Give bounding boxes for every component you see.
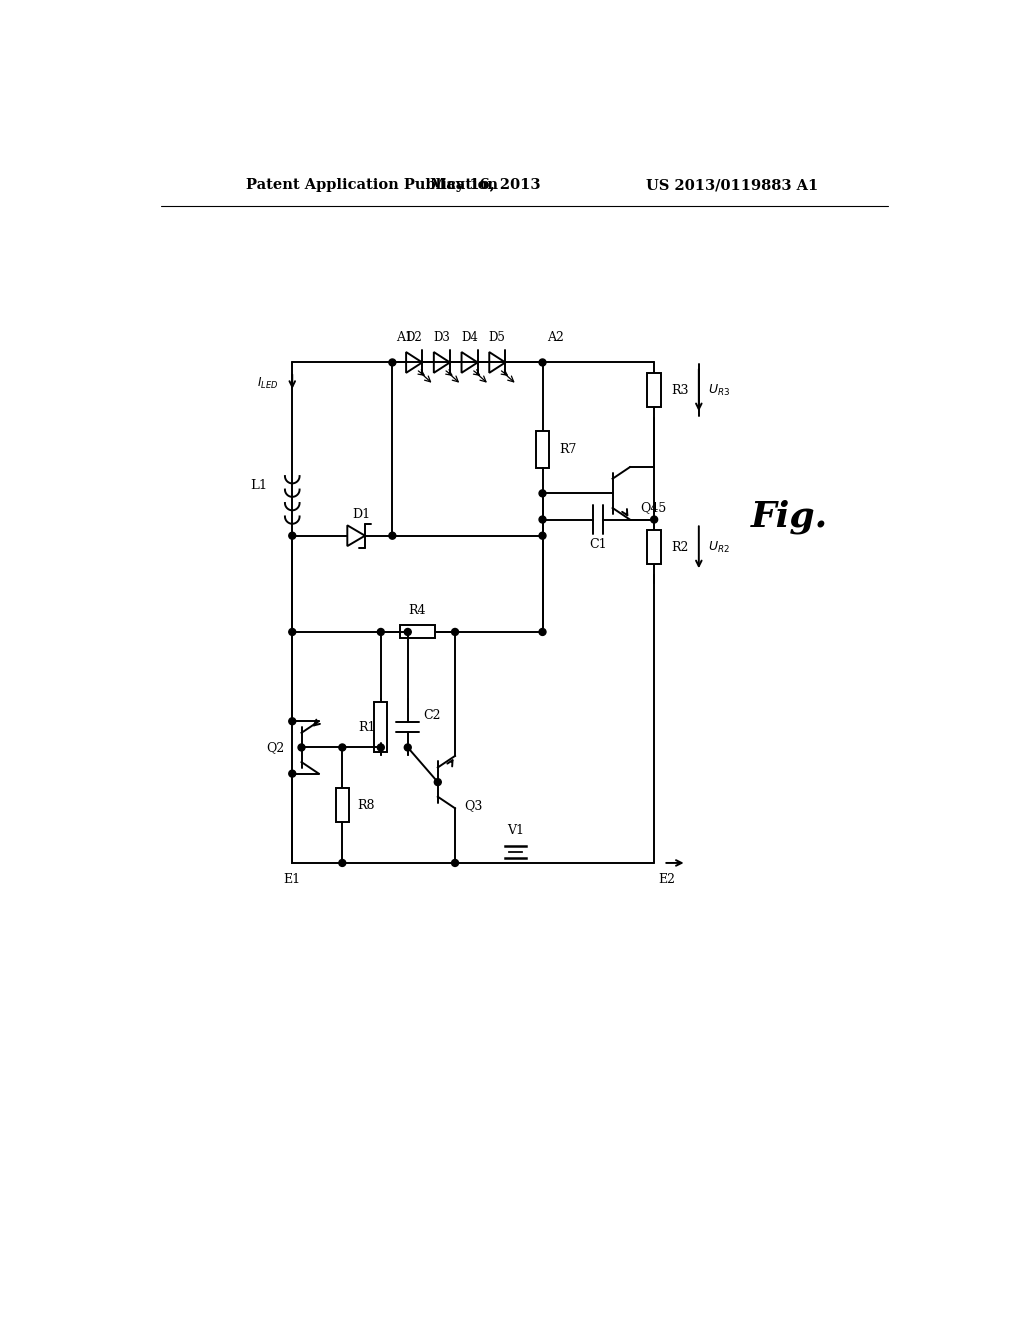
Bar xyxy=(647,374,662,407)
Text: Fig.: Fig. xyxy=(751,499,827,533)
Circle shape xyxy=(339,744,346,751)
Circle shape xyxy=(339,859,346,866)
Circle shape xyxy=(378,744,384,751)
Bar xyxy=(399,626,435,639)
Bar xyxy=(647,531,662,564)
Text: $U_{R3}$: $U_{R3}$ xyxy=(708,383,730,397)
Circle shape xyxy=(539,628,546,635)
Text: R7: R7 xyxy=(559,442,577,455)
Text: E1: E1 xyxy=(284,874,301,887)
Circle shape xyxy=(389,359,396,366)
Text: Q2: Q2 xyxy=(266,741,285,754)
Text: Patent Application Publication: Patent Application Publication xyxy=(246,178,498,193)
Circle shape xyxy=(289,628,296,635)
Circle shape xyxy=(389,532,396,539)
Text: V1: V1 xyxy=(507,824,524,837)
Circle shape xyxy=(452,628,459,635)
Text: US 2013/0119883 A1: US 2013/0119883 A1 xyxy=(646,178,819,193)
Circle shape xyxy=(452,859,459,866)
Text: D5: D5 xyxy=(488,331,506,345)
Text: D2: D2 xyxy=(406,331,422,345)
Text: May 16, 2013: May 16, 2013 xyxy=(429,178,540,193)
Text: R1: R1 xyxy=(358,721,376,734)
Circle shape xyxy=(404,628,412,635)
Circle shape xyxy=(289,718,296,725)
Text: R2: R2 xyxy=(671,541,688,554)
Circle shape xyxy=(404,744,412,751)
Circle shape xyxy=(539,532,546,539)
Circle shape xyxy=(289,770,296,777)
Circle shape xyxy=(298,744,305,751)
Text: $U_{R2}$: $U_{R2}$ xyxy=(708,540,730,554)
Bar xyxy=(336,788,349,822)
Text: $I_{LED}$: $I_{LED}$ xyxy=(257,376,279,391)
Text: R8: R8 xyxy=(357,799,375,812)
Text: D4: D4 xyxy=(461,331,478,345)
Text: D1: D1 xyxy=(352,508,371,520)
Circle shape xyxy=(289,532,296,539)
Text: C1: C1 xyxy=(590,537,607,550)
Text: R4: R4 xyxy=(409,603,426,616)
Text: D3: D3 xyxy=(433,331,451,345)
Circle shape xyxy=(539,516,546,523)
Circle shape xyxy=(539,359,546,366)
Text: Q45: Q45 xyxy=(640,500,667,513)
Text: A1: A1 xyxy=(396,331,414,345)
Text: C2: C2 xyxy=(423,709,440,722)
Text: E2: E2 xyxy=(658,874,675,887)
Bar xyxy=(536,430,550,467)
Text: A2: A2 xyxy=(547,331,564,345)
Circle shape xyxy=(539,490,546,496)
Circle shape xyxy=(378,628,384,635)
Text: L1: L1 xyxy=(251,479,267,492)
Circle shape xyxy=(650,516,657,523)
Text: R3: R3 xyxy=(671,384,688,397)
Circle shape xyxy=(434,779,441,785)
Text: Q3: Q3 xyxy=(464,799,482,812)
Bar xyxy=(374,702,387,752)
